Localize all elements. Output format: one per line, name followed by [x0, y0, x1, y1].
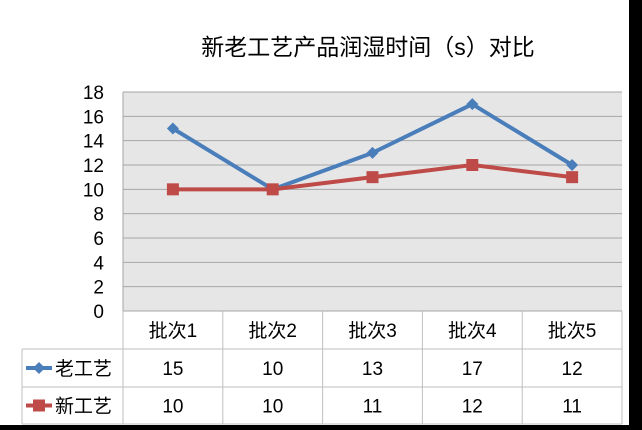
data-table-value: 10	[262, 397, 283, 418]
y-tick-label: 0	[93, 302, 104, 323]
legend-label: 新工艺	[55, 396, 112, 418]
data-table-value: 10	[162, 397, 183, 418]
data-point-diamond	[466, 98, 479, 111]
data-table-value: 11	[562, 397, 582, 418]
line-chart: 新老工艺产品润湿时间（s）对比 0 2 4 6 8 10 12 14 16 18 批次1 批次2 批次3…	[21, 34, 623, 425]
data-table-value: 13	[362, 359, 383, 380]
data-point-diamond	[566, 159, 579, 171]
y-tick-label: 10	[83, 180, 104, 201]
category-label: 批次4	[448, 320, 497, 342]
y-tick-label: 14	[83, 132, 105, 153]
data-point-square	[366, 171, 379, 184]
y-tick-label: 4	[93, 253, 104, 274]
data-table-value: 12	[462, 397, 483, 418]
data-table-value: 12	[562, 359, 583, 380]
category-label: 批次5	[548, 320, 597, 342]
data-point-square	[466, 159, 479, 171]
data-point-square	[566, 171, 579, 184]
data-point-diamond	[166, 122, 179, 135]
y-tick-label: 18	[83, 83, 104, 104]
data-table-value: 10	[262, 359, 283, 380]
data-table-value: 11	[363, 397, 383, 418]
y-tick-label: 6	[93, 229, 104, 250]
data-point-square	[166, 183, 179, 196]
data-point-square	[266, 183, 279, 196]
y-tick-label: 8	[93, 205, 104, 226]
chart-area: 新老工艺产品润湿时间（s）对比 0 2 4 6 8 10 12 14 16 18 批次1 批次2 批次3…	[0, 0, 629, 425]
category-label: 批次1	[149, 320, 198, 342]
category-label: 批次3	[348, 320, 397, 342]
legend-label: 老工艺	[55, 358, 112, 380]
plot-area	[123, 92, 622, 311]
y-tick-label: 12	[83, 156, 104, 177]
data-table-value: 17	[462, 359, 483, 380]
data-point-diamond	[366, 146, 379, 159]
y-tick-label: 16	[83, 107, 104, 128]
data-table-value: 15	[162, 359, 183, 380]
y-tick-label: 2	[93, 278, 104, 299]
legend-square-marker	[33, 399, 45, 412]
legend-diamond-marker	[33, 362, 45, 374]
category-label: 批次2	[248, 320, 297, 342]
chart-title: 新老工艺产品润湿时间（s）对比	[201, 34, 535, 60]
